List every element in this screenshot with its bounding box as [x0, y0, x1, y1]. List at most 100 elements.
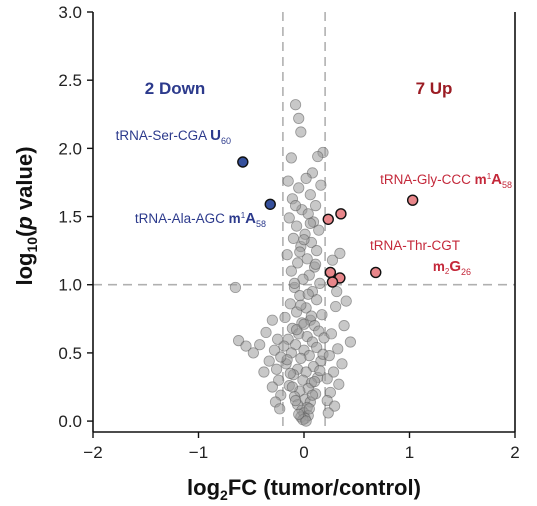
- annotation-gly: tRNA-Gly-CCC m1A58: [380, 171, 512, 190]
- annotation-ala: tRNA-Ala-AGC m1A58: [135, 210, 266, 229]
- nonsignificant-point: [284, 367, 296, 379]
- nonsignificant-point: [240, 340, 252, 352]
- nonsignificant-point: [340, 295, 352, 307]
- annotation-thr-sup: 2: [445, 267, 450, 276]
- nonsignificant-point: [333, 378, 345, 390]
- nonsignificant-point: [266, 381, 278, 393]
- nonsignificant-point: [275, 351, 287, 363]
- nonsignificant-point: [305, 310, 317, 322]
- nonsignificant-point: [310, 200, 322, 212]
- nonsignificant-point: [315, 179, 327, 191]
- nonsignificant-point: [293, 408, 305, 420]
- nonsignificant-point: [282, 175, 294, 187]
- annotation-ala-mod: A: [245, 210, 256, 227]
- nonsignificant-point: [295, 352, 307, 364]
- nonsignificant-point: [311, 341, 323, 354]
- annotation-gly-name: tRNA-Gly-CCC: [380, 172, 471, 187]
- y-tick-label: 2.0: [58, 139, 82, 158]
- nonsignificant-point: [306, 389, 319, 401]
- annotation-ser-name: tRNA-Ser-CGA: [116, 128, 208, 143]
- annotation-thr-mod: G: [449, 258, 461, 275]
- nonsignificant-point: [304, 189, 316, 201]
- nonsignificant-point: [303, 403, 315, 415]
- y-axis-title-part: value): [12, 146, 37, 216]
- annotation-gly-mod-pre: m: [475, 172, 487, 187]
- nonsignificant-point: [334, 247, 346, 259]
- nonsignificant-point: [313, 224, 325, 236]
- x-tick-label: 2: [510, 443, 519, 462]
- nonsignificant-point: [300, 415, 312, 427]
- nonsignificant-point: [263, 355, 275, 367]
- x-axis-title-part: log: [187, 475, 220, 500]
- up-regulated-point: [370, 266, 382, 279]
- annotation-gly-mod: A: [491, 171, 502, 188]
- nonsignificant-point: [316, 309, 328, 321]
- nonsignificant-point: [295, 299, 307, 311]
- nonsignificant-point: [289, 395, 302, 407]
- nonsignificant-point: [298, 318, 310, 330]
- nonsignificant-point: [325, 328, 338, 340]
- nonsignificant-point: [331, 285, 343, 298]
- up-regulated-point: [324, 266, 337, 279]
- annotation-ala-sub: 58: [256, 219, 266, 229]
- y-tick-label: 2.5: [58, 71, 82, 90]
- y-axis-title: log10(p value): [12, 146, 40, 285]
- nonsignificant-point: [293, 112, 305, 124]
- x-axis-title: log2FC (tumor/control): [187, 475, 421, 503]
- nonsignificant-point: [295, 126, 307, 138]
- nonsignificant-point: [330, 300, 342, 313]
- nonsignificant-point: [332, 343, 344, 355]
- nonsignificant-point: [304, 217, 316, 229]
- nonsignificant-point: [328, 400, 341, 412]
- nonsignificant-point: [285, 152, 297, 164]
- nonsignificant-point: [274, 403, 286, 415]
- nonsignificant-point: [291, 220, 303, 232]
- annotation-thr-sub: 26: [461, 267, 471, 277]
- nonsignificant-point: [258, 366, 270, 378]
- nonsignificant-point: [289, 99, 302, 111]
- nonsignificant-point: [314, 277, 326, 289]
- nonsignificant-point: [247, 347, 259, 359]
- up-regulated-point: [335, 208, 347, 220]
- nonsignificant-point: [336, 358, 348, 370]
- x-axis-title-part: FC (tumor/control): [228, 475, 421, 500]
- nonsignificant-point: [311, 245, 323, 257]
- nonsignificant-point: [273, 374, 285, 386]
- up-regulated-point: [322, 213, 334, 225]
- nonsignificant-point: [285, 265, 297, 277]
- nonsignificant-point: [308, 375, 321, 388]
- nonsignificant-point: [287, 232, 300, 244]
- nonsignificant-point: [272, 333, 284, 345]
- axes: −2 −1 0 1 2 0.0 0.5 1.0 1.5 2.0 2.5 3.0: [58, 3, 519, 462]
- annotation-gly-sub: 58: [502, 180, 512, 190]
- nonsignificant-point: [293, 182, 305, 194]
- annotation-thr-name: tRNA-Thr-CGT: [370, 238, 460, 253]
- annotation-ala-mod-pre: m: [229, 211, 241, 226]
- nonsignificant-point: [286, 381, 298, 393]
- annotation-ala-sup: 1: [241, 211, 246, 220]
- nonsignificant-point: [254, 339, 266, 351]
- nonsignificant-point: [260, 326, 272, 339]
- nonsignificant-point: [294, 246, 306, 258]
- up-regulated-point: [406, 194, 419, 206]
- nonsignificant-point: [310, 258, 322, 270]
- nonsignificant-point: [323, 350, 335, 362]
- nonsignificant-point: [311, 294, 323, 306]
- nonsignificant-point: [326, 254, 339, 266]
- annotation-ser: tRNA-Ser-CGA U60: [116, 127, 231, 146]
- y-axis-title-sub: 10: [24, 237, 40, 253]
- annotation-ala-name: tRNA-Ala-AGC: [135, 211, 225, 226]
- y-axis-title-part: (: [12, 229, 37, 237]
- nonsignificant-point: [229, 281, 242, 294]
- nonsignificant-point: [266, 314, 278, 326]
- nonsignificant-points: [229, 99, 357, 427]
- up-count-label: 7 Up: [416, 79, 453, 98]
- nonsignificant-point: [344, 336, 357, 348]
- nonsignificant-point: [279, 311, 291, 324]
- y-axis-title-part: log: [12, 253, 37, 286]
- nonsignificant-point: [268, 344, 281, 356]
- x-tick-label: 1: [405, 443, 414, 462]
- nonsignificant-point: [270, 363, 283, 375]
- nonsignificant-point: [321, 373, 333, 385]
